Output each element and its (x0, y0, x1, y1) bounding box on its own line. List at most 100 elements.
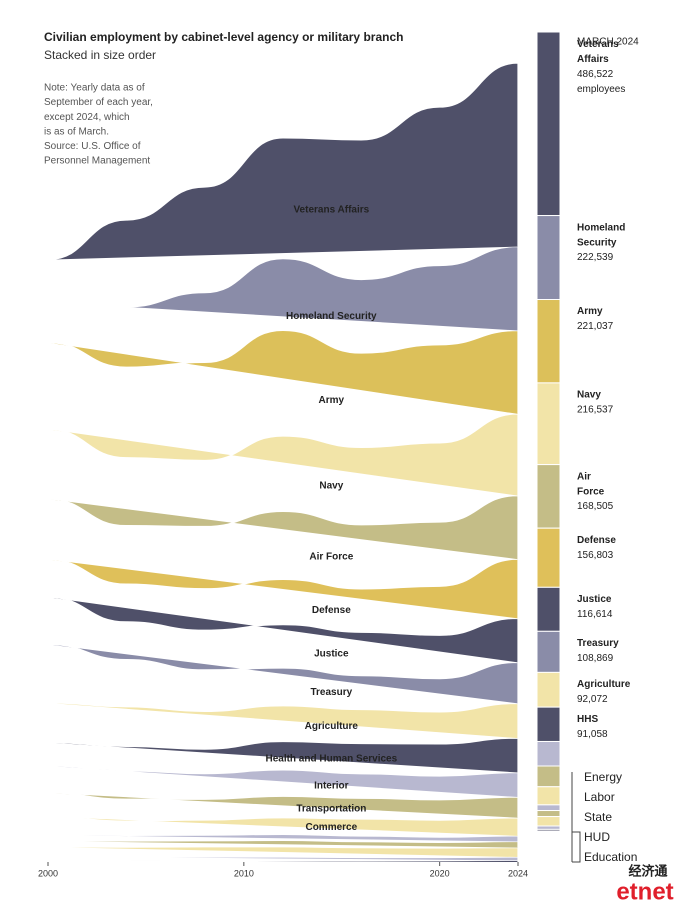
legend-minor: Energy (584, 770, 622, 784)
stream-area (47, 643, 519, 704)
note-line: is as of March. (44, 126, 109, 137)
legend-name: Treasury (577, 638, 619, 649)
x-tick-label: 2000 (38, 868, 58, 878)
stream-label: Commerce (305, 822, 357, 833)
legend-value: 91,058 (577, 729, 608, 740)
bar-segment (536, 804, 561, 812)
note-line: except 2024, which (44, 112, 130, 123)
note-line: September of each year, (44, 97, 153, 108)
legend-minor: HUD (584, 830, 610, 844)
bar-segment (536, 382, 561, 466)
legend-name: Army (577, 306, 603, 317)
stream-area (47, 737, 519, 773)
stream-area (47, 816, 519, 836)
legend-value: 222,539 (577, 252, 614, 263)
stream-area (47, 792, 519, 818)
stream-label: Interior (314, 781, 349, 792)
chart-subtitle: Stacked in size order (44, 48, 156, 62)
legend-value: 221,037 (577, 321, 614, 332)
bar-segment (536, 786, 561, 806)
stream-area (126, 245, 519, 331)
stream-label: Health and Human Services (265, 753, 397, 764)
note-line: Source: U.S. Office of (44, 141, 141, 152)
stream-label: Justice (314, 649, 349, 660)
legend-name-line: Air (577, 471, 591, 482)
legend-value: 168,505 (577, 501, 614, 512)
legend-name: Agriculture (577, 679, 631, 690)
legend-minor: Labor (584, 790, 615, 804)
bar-segment (536, 828, 561, 832)
legend-value-line: 486,522 (577, 69, 614, 80)
stream-area (47, 833, 519, 842)
stream-label: Transportation (296, 803, 366, 814)
x-tick-label: 2010 (234, 868, 254, 878)
stream-area (47, 702, 519, 739)
stream-label: Treasury (310, 687, 352, 698)
stream-area (47, 859, 519, 862)
stream-label: Air Force (309, 551, 353, 562)
stream-area (47, 765, 519, 798)
bar-segment (536, 215, 561, 301)
watermark: etnet (616, 878, 673, 905)
stream-area (47, 855, 519, 861)
legend-value: 92,072 (577, 694, 608, 705)
bar-segment (536, 765, 561, 788)
legend-value: 116,614 (577, 609, 613, 620)
legend-name: Veterans Affairs (577, 39, 619, 65)
bar-segment (536, 527, 561, 588)
bar-segment (536, 671, 561, 708)
legend-name-line: Veterans (577, 39, 619, 50)
stream-area (47, 846, 519, 858)
x-tick-label: 2024 (508, 868, 528, 878)
legend-name-line: Affairs (577, 54, 609, 65)
legend-name-line: Homeland (577, 222, 625, 233)
legend-name-line: Force (577, 486, 605, 497)
note-line: Note: Yearly data as of (44, 83, 145, 94)
bar-segment (536, 630, 561, 673)
bar-segment (536, 31, 561, 217)
legend-name-line: Security (577, 237, 617, 248)
stream-area (47, 839, 519, 848)
stream-area (47, 413, 519, 496)
bar-segment (536, 464, 561, 529)
legend-name: Air Force (577, 471, 605, 497)
stream-label: Veterans Affairs (293, 204, 369, 215)
bar-segment (536, 586, 561, 632)
legend-name: Justice (577, 594, 612, 605)
stream-label: Army (319, 395, 345, 406)
bar-segment (536, 740, 561, 767)
bar-segment (536, 810, 561, 818)
legend-name: Defense (577, 535, 616, 546)
legend-name: HHS (577, 714, 598, 725)
chart-title: Civilian employment by cabinet-level age… (44, 30, 403, 44)
legend-minor: Education (584, 850, 637, 864)
stream-area (47, 596, 519, 663)
bar-segment (536, 299, 561, 384)
bar-segment (536, 825, 561, 830)
stream-area (47, 329, 519, 414)
plot (47, 62, 519, 862)
bar-segment (536, 706, 561, 742)
note-line: Personnel Management (44, 156, 150, 167)
stream-area (47, 62, 519, 261)
bracket (571, 772, 581, 863)
stream-area (47, 558, 519, 619)
bar-segment (536, 816, 561, 827)
stream-area (47, 495, 519, 560)
stream-label: Navy (319, 481, 343, 492)
legend-value: 486,522 employees (577, 69, 625, 95)
legend-value: 108,869 (577, 653, 614, 664)
stream-label: Agriculture (305, 721, 359, 732)
legend-value: 156,803 (577, 550, 614, 561)
legend-minor: State (584, 810, 612, 824)
watermark: 经济通 (628, 863, 667, 878)
stream-label: Defense (312, 605, 351, 616)
stream-label: Homeland Security (286, 311, 377, 322)
x-tick-label: 2020 (430, 868, 450, 878)
legend-value-line: employees (577, 84, 625, 95)
bar-label: MARCH 2024 (577, 37, 639, 48)
legend-name: Navy (577, 390, 601, 401)
legend-value: 216,537 (577, 405, 614, 416)
legend-name: Homeland Security (577, 222, 625, 248)
